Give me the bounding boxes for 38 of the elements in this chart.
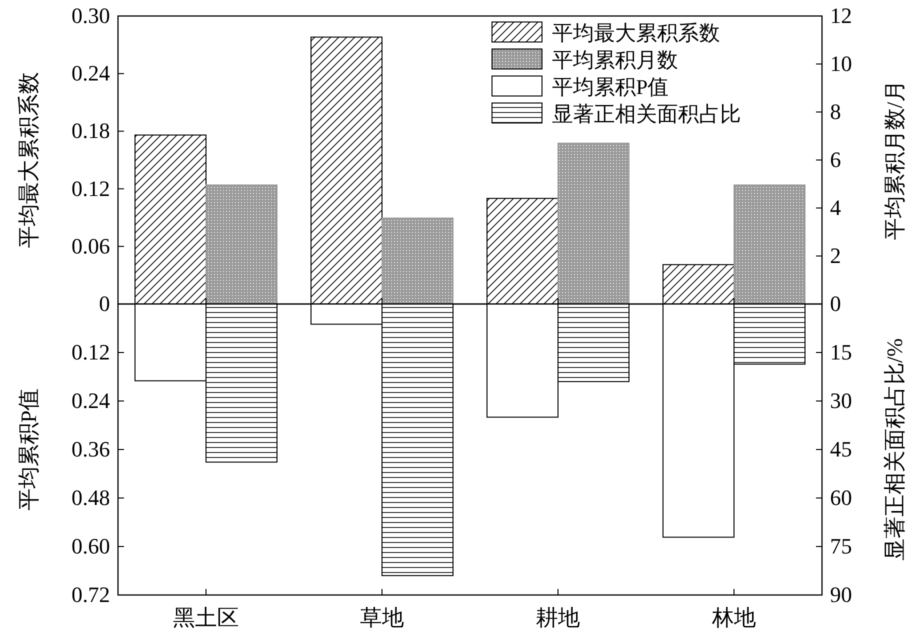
legend-label: 平均累积月数 [552, 48, 678, 72]
y2-tick-label: 12 [830, 3, 852, 28]
y-tick-label: 0.12 [72, 340, 110, 364]
y2-axis-title: 显著正相关面积占比/% [882, 338, 907, 561]
y2-tick-label: 45 [830, 436, 852, 462]
y2-tick-label: 15 [830, 340, 852, 364]
legend-label: 显著正相关面积占比 [552, 102, 741, 126]
y2-tick-label: 75 [830, 534, 852, 558]
y2-tick-label: 10 [830, 51, 852, 76]
y-tick-label: 0.30 [72, 3, 110, 28]
x-tick-label: 林地 [711, 605, 756, 630]
y-tick-label: 0 [99, 291, 110, 316]
y2-tick-label: 6 [830, 147, 841, 172]
legend-label: 平均最大累积系数 [552, 21, 720, 45]
y-tick-label: 0.12 [72, 176, 110, 201]
y2-tick-label: 0 [830, 291, 841, 316]
y2-tick-label: 90 [830, 582, 852, 607]
y2-tick-label: 60 [830, 485, 852, 510]
y-tick-label: 0.72 [72, 582, 110, 607]
y-tick-label: 0.18 [72, 118, 110, 144]
y2-axis-title: 平均累积月数/月 [882, 80, 907, 240]
y-tick-label: 0.48 [72, 485, 110, 510]
y-tick-label: 0.24 [72, 60, 110, 86]
y2-tick-label: 30 [830, 388, 852, 413]
legend-label: 平均累积P值 [552, 75, 669, 99]
y2-tick-label: 2 [830, 243, 841, 268]
bar [382, 218, 454, 304]
x-tick-label: 黑土区 [173, 605, 239, 630]
y-tick-label: 0.06 [72, 233, 110, 258]
y-tick-label: 0.60 [72, 534, 110, 558]
y2-tick-label: 8 [830, 99, 841, 124]
y-tick-label: 0.36 [72, 436, 110, 462]
y-tick-label: 0.24 [72, 388, 110, 413]
x-tick-label: 耕地 [536, 605, 580, 630]
x-tick-label: 草地 [360, 605, 404, 630]
y-axis-title: 平均最大累积系数 [16, 72, 41, 248]
y-axis-title: 平均累积P值 [16, 388, 41, 511]
y2-tick-label: 4 [830, 195, 841, 220]
